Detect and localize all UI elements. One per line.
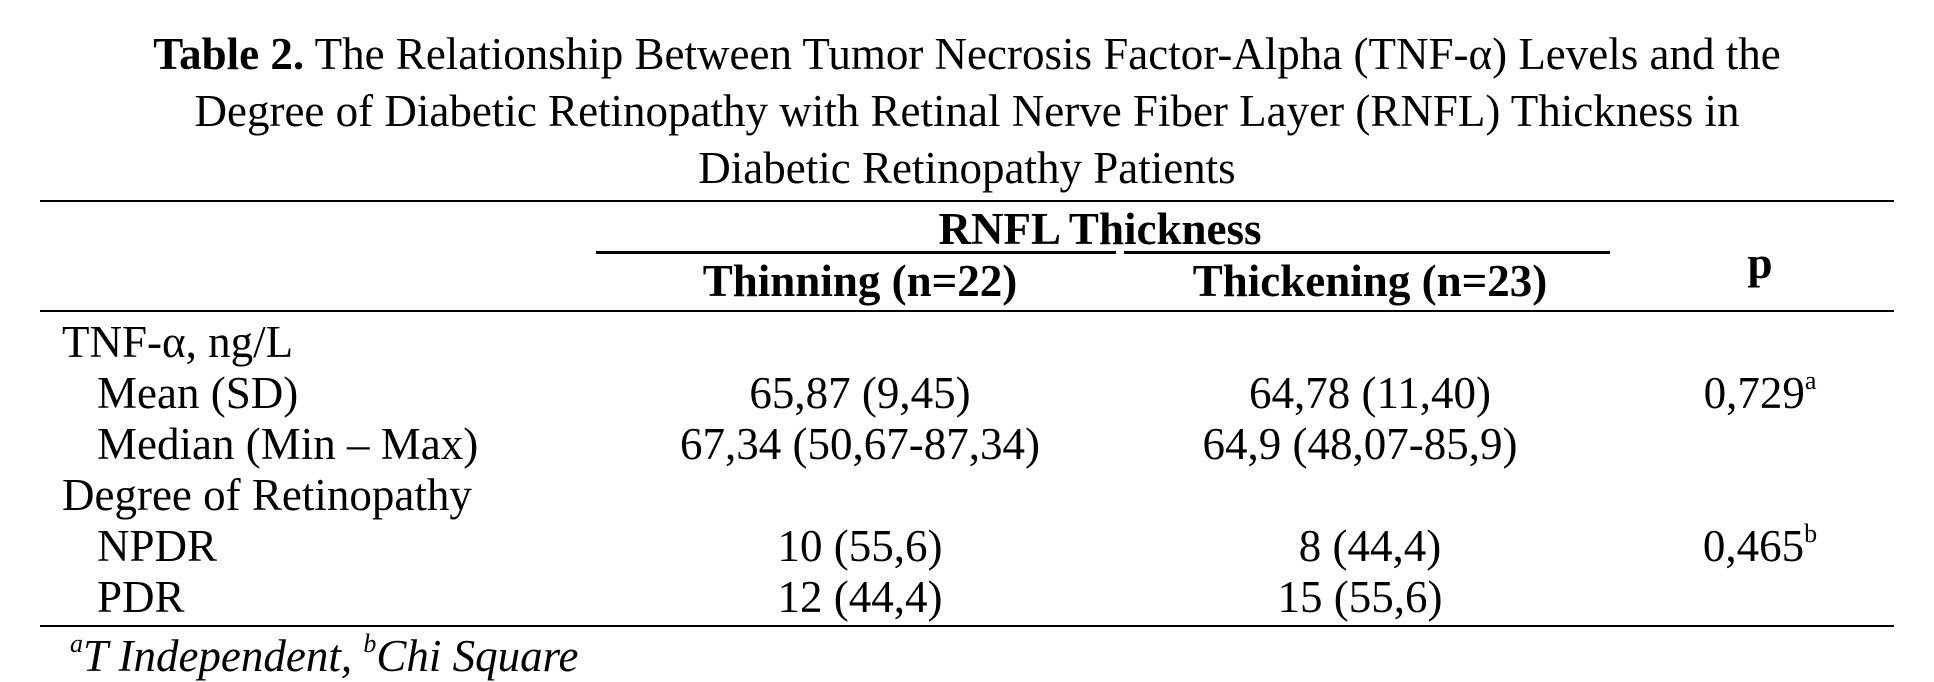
row-label-npdr: NPDR (97, 521, 218, 571)
table-label: Table 2. (153, 29, 305, 79)
header-p: p (1747, 238, 1773, 288)
caption-line-2: Degree of Diabetic Retinopathy with Reti… (194, 86, 1740, 136)
cell-thickening-mean: 64,78 (11,40) (1248, 368, 1492, 418)
footnote-sup-a: a (70, 629, 83, 658)
cell-thinning-median: 67,34 (50,67-87,34) (680, 419, 1040, 469)
caption-line-3: Diabetic Retinopathy Patients (698, 143, 1236, 193)
caption-text-1: The Relationship Between Tumor Necrosis … (314, 29, 1781, 79)
header-thickening: Thickening (n=23) (1192, 256, 1548, 306)
row-label-mean: Mean (SD) (97, 368, 299, 418)
p-superscript-mean: a (1804, 366, 1817, 395)
cell-thinning-pdr: 12 (44,4) (777, 572, 943, 622)
cell-thickening-pdr: 15 (55,6) (1277, 572, 1443, 622)
header-group-rnfl: RNFL Thickness (938, 204, 1262, 254)
cell-thickening-npdr: 8 (44,4) (1298, 521, 1442, 571)
table-caption: Table 2. The Relationship Between Tumor … (0, 26, 1934, 197)
row-label-median: Median (Min – Max) (97, 419, 479, 469)
cell-thickening-median: 64,9 (48,07-85,9) (1202, 419, 1518, 469)
cell-thinning-npdr: 10 (55,6) (777, 521, 943, 571)
row-label-tnf-group: TNF-α, ng/L (62, 317, 294, 367)
header-bottom-rule (40, 310, 1894, 312)
footnote-sup-b: b (363, 629, 377, 658)
footnote-text-a: T Independent, (83, 631, 364, 681)
row-label-degree-group: Degree of Retinopathy (62, 470, 472, 520)
header-group-rule-right (1124, 251, 1610, 254)
caption-line-1: Table 2. The Relationship Between Tumor … (0, 26, 1934, 83)
header-group-rule-left (596, 251, 1116, 254)
footnote-text-b: Chi Square (376, 631, 579, 681)
p-value-npdr: 0,465 (1702, 521, 1805, 571)
row-label-pdr: PDR (97, 572, 185, 622)
table-top-rule (40, 200, 1894, 202)
p-superscript-npdr: b (1804, 519, 1818, 548)
p-value-mean: 0,729 (1703, 368, 1805, 418)
cell-thinning-mean: 65,87 (9,45) (749, 368, 971, 418)
table-bottom-rule (40, 625, 1894, 627)
cell-p-mean: 0,729a (1660, 367, 1860, 419)
table-footnote: aT Independent, bChi Square (70, 630, 578, 682)
header-thinning: Thinning (n=22) (702, 256, 1018, 306)
cell-p-npdr: 0,465b (1660, 520, 1860, 572)
